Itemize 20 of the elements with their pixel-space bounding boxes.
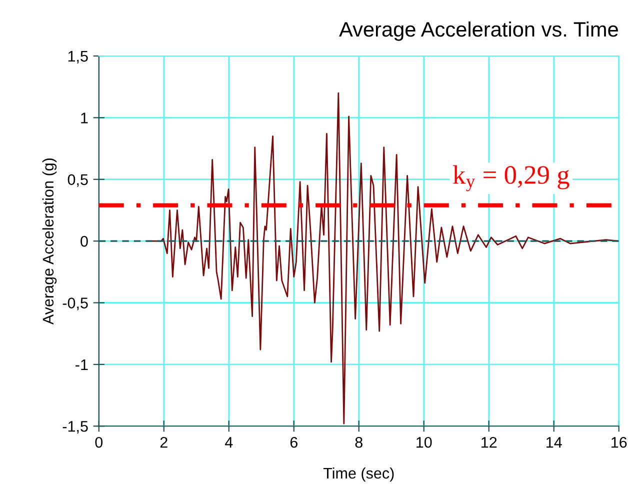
ref-line-label: k$_{y}$ = 0,29 g	[452, 165, 570, 192]
y-tick-label: -1,5	[62, 421, 88, 434]
x-tick-label: 2	[160, 436, 168, 448]
y-axis-title: Average Acceleration (g)	[42, 158, 57, 325]
x-axis-title: Time (sec)	[323, 467, 394, 482]
chart-title: Average Acceleration vs. Time	[339, 21, 618, 41]
y-tick-label: -1	[76, 359, 88, 370]
y-tick-label: 1	[81, 112, 88, 124]
x-tick-label: 0	[95, 436, 103, 448]
y-tick-label: 1,5	[68, 51, 88, 64]
x-tick-label: 10	[416, 436, 432, 448]
x-tick-label: 4	[224, 437, 233, 448]
x-tick-label: 6	[290, 436, 298, 448]
x-tick-label: 12	[482, 436, 497, 448]
x-tick-label: 16	[612, 436, 627, 448]
x-tick-label: 14	[546, 437, 562, 448]
y-tick-label: 0,5	[68, 174, 88, 187]
y-tick-label: -0,5	[62, 298, 88, 310]
x-tick-label: 8	[355, 436, 362, 448]
y-tick-label: 0	[80, 236, 88, 247]
